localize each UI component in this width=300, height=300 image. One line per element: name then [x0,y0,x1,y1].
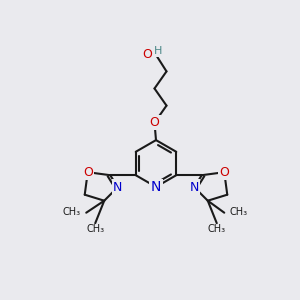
Text: N: N [113,181,122,194]
Text: O: O [143,48,152,62]
Text: O: O [83,166,93,179]
Text: CH₃: CH₃ [208,224,226,234]
Text: N: N [190,181,199,194]
Text: CH₃: CH₃ [230,207,248,217]
Text: N: N [151,180,161,194]
Text: O: O [219,166,229,179]
Text: CH₃: CH₃ [63,207,81,217]
Text: H: H [154,46,163,56]
Text: CH₃: CH₃ [86,224,104,234]
Text: O: O [150,116,159,129]
